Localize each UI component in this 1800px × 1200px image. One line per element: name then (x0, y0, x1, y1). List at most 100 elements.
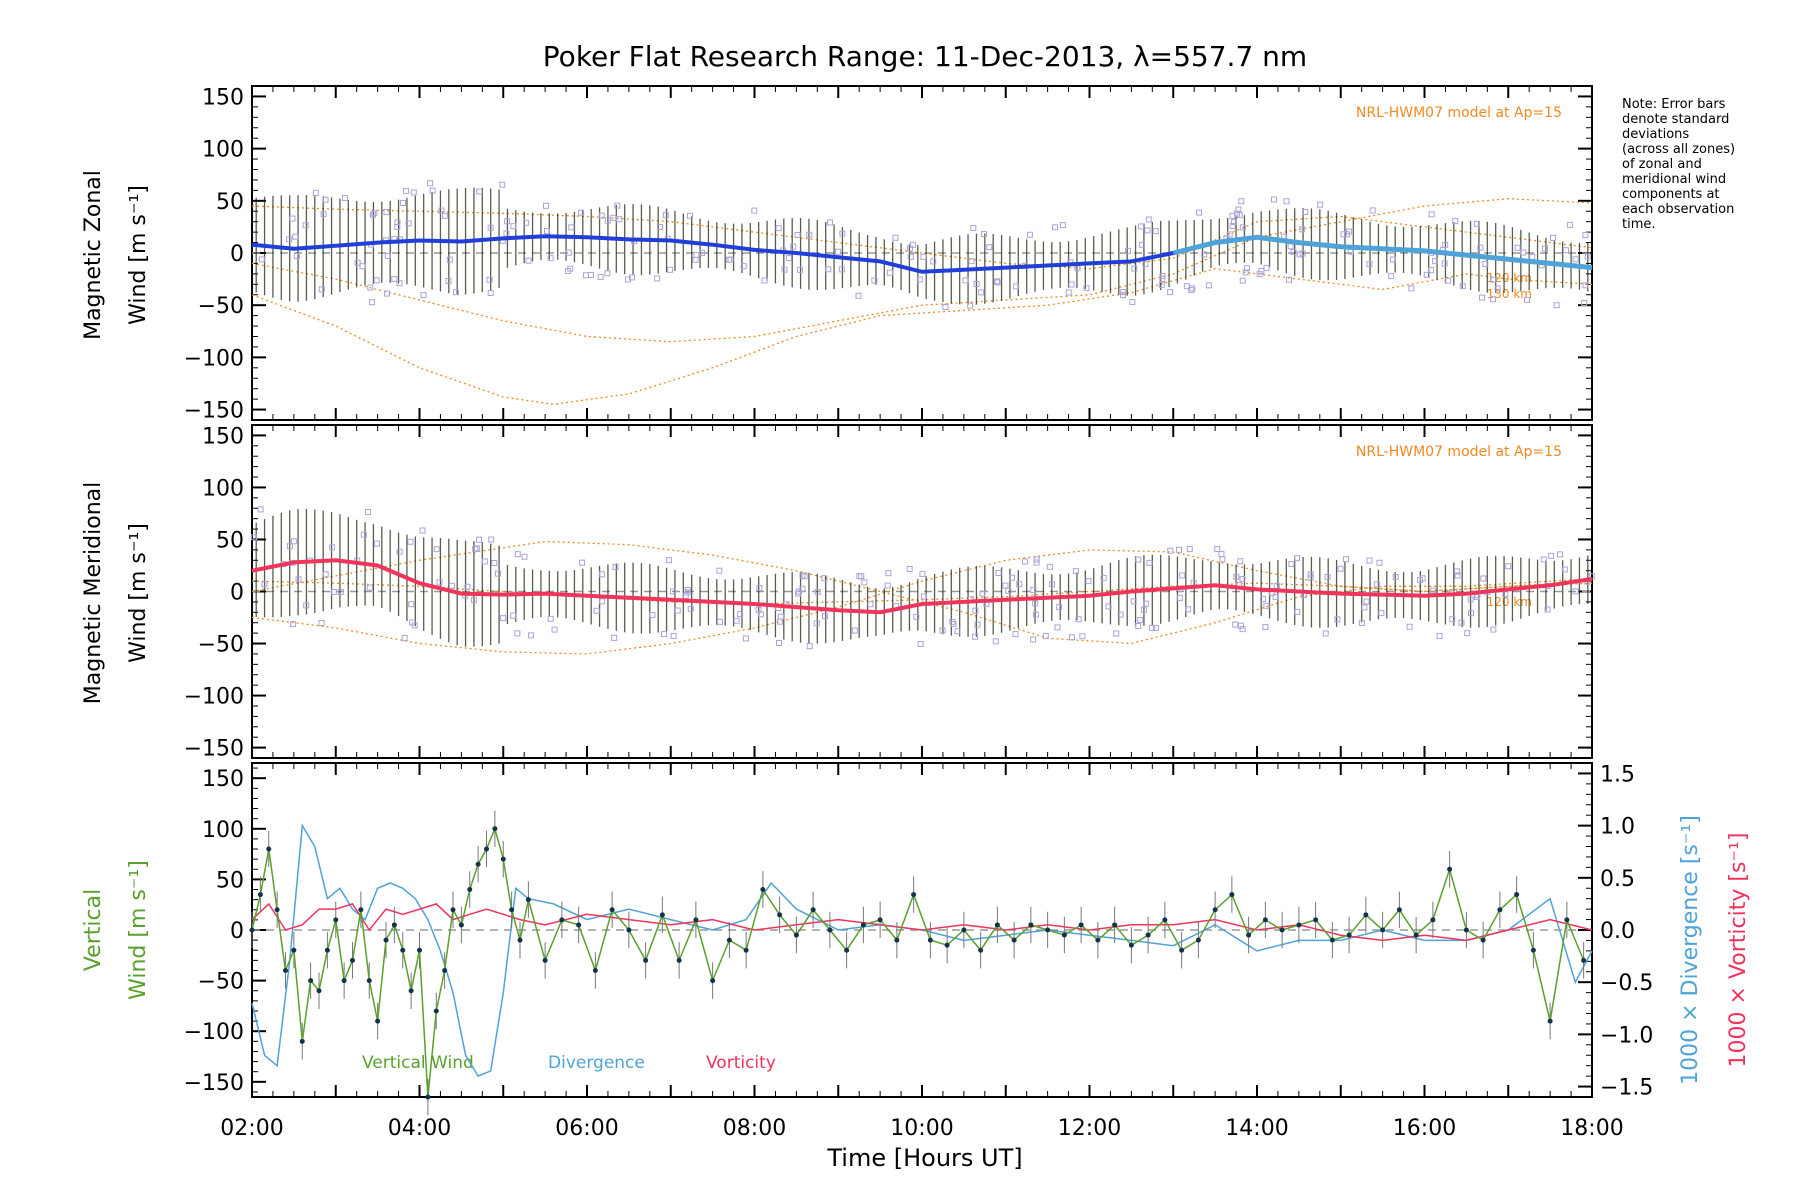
zonal-zone-sample (1159, 276, 1166, 283)
zonal-zone-sample (1290, 249, 1297, 256)
vertical-wind-point (308, 978, 314, 984)
vertical-ytick-label: −100 (184, 1020, 244, 1045)
zonal-zone-sample (790, 243, 797, 250)
zonal-zone-sample (1550, 234, 1557, 241)
meridional-zone-sample (303, 602, 310, 609)
zonal-zone-sample (656, 224, 663, 231)
meridional-zone-sample (737, 611, 744, 618)
meridional-zone-sample (1186, 546, 1193, 553)
zonal-zone-sample (1258, 267, 1265, 274)
zonal-zone-sample (796, 266, 803, 273)
vertical-wind-point (450, 907, 456, 913)
meridional-zone-sample (318, 619, 325, 626)
zonal-ytick-label: −100 (184, 346, 244, 371)
zonal-zone-sample (1239, 224, 1246, 231)
zonal-zone-sample (429, 187, 436, 194)
zonal-zone-sample (293, 253, 300, 260)
zonal-zone-sample (761, 277, 768, 284)
meridional-zone-sample (1288, 561, 1295, 568)
zonal-zone-sample (568, 224, 575, 231)
right-ylabels: 1000 × Divergence [s⁻¹] 1000 × Vorticity… (1678, 815, 1751, 1085)
zonal-ylabel: Magnetic Zonal Wind [m s⁻¹] (81, 170, 151, 340)
zonal-zone-sample (1317, 201, 1324, 208)
meridional-zone-sample (917, 640, 924, 647)
vertical-wind-point (726, 937, 732, 943)
vertical-wind-point (400, 947, 406, 953)
vertical-wind-point (350, 957, 355, 963)
zonal-zone-sample (667, 266, 674, 273)
vertical-wind-point (1497, 907, 1503, 913)
zonal-zone-sample (525, 257, 532, 264)
meridional-zone-sample (547, 615, 554, 622)
meridional-zone-sample (612, 564, 619, 571)
x-tick-label: 12:00 (1058, 1116, 1121, 1141)
zonal-zone-sample (1452, 218, 1459, 225)
meridional-zone-sample (1022, 558, 1029, 565)
meridional-zone-sample (1343, 556, 1350, 563)
zonal-zone-sample (907, 253, 914, 260)
zonal-zone-sample (1131, 265, 1138, 272)
meridional-zone-sample (1480, 575, 1487, 582)
meridional-zone-sample (1322, 630, 1329, 637)
vertical-ytick-label: −150 (184, 1071, 244, 1096)
meridional-zone-sample (858, 573, 865, 580)
zonal-zone-sample (687, 212, 694, 219)
meridional-zone-sample (330, 588, 337, 595)
vertical-wind-point (1179, 947, 1185, 953)
vertical-wind-point (961, 927, 967, 933)
meridional-zone-sample (939, 627, 946, 634)
zonal-zone-sample (1226, 231, 1233, 238)
zonal-model-alt-label: 120 km (1487, 271, 1532, 285)
zonal-zone-sample (1285, 276, 1292, 283)
vertical-ytick-label: 50 (216, 868, 244, 893)
zonal-zone-sample (487, 289, 494, 296)
meridional-zone-sample (1152, 624, 1159, 631)
vertical-wind-point (1262, 917, 1268, 923)
zonal-zone-sample (391, 275, 398, 282)
zonal-zone-sample (1159, 272, 1166, 279)
vertical-wind-point (1279, 927, 1285, 933)
vertical-wind-point (626, 927, 632, 933)
vertical-wind-point (517, 937, 523, 943)
meridional-zone-sample (436, 579, 443, 586)
vorticity-axis-label: 1000 × Vorticity [s⁻¹] (1726, 833, 1751, 1068)
zonal-zone-sample (383, 209, 390, 216)
meridional-zone-sample (1454, 568, 1461, 575)
meridional-zone-sample (1467, 596, 1474, 603)
meridional-zone-sample (1214, 546, 1221, 553)
meridional-zone-sample (1105, 603, 1112, 610)
zonal-zone-sample (629, 274, 636, 281)
meridional-zone-sample (1167, 547, 1174, 554)
meridional-zone-sample (851, 627, 858, 634)
meridional-zone-sample (373, 540, 380, 547)
meridional-zone-sample (755, 606, 762, 613)
zonal-zone-sample (405, 220, 412, 227)
vertical-wind-point (1011, 937, 1017, 943)
vertical-wind-point (1095, 937, 1101, 943)
meridional-zone-sample (972, 607, 979, 614)
zonal-zone-sample (400, 199, 407, 206)
zonal-zone-sample (452, 289, 459, 296)
meridional-zone-sample (1176, 594, 1183, 601)
meridional-zone-sample (1033, 556, 1040, 563)
zonal-zone-sample (504, 218, 511, 225)
meridional-zone-sample (1334, 616, 1341, 623)
zonal-zone-sample (420, 292, 427, 299)
zonal-zone-sample (354, 259, 361, 266)
zonal-zone-sample (1369, 207, 1376, 214)
zonal-zone-sample (427, 180, 434, 187)
vertical-wind-point (860, 922, 866, 928)
zonal-zone-sample (1562, 247, 1569, 254)
zonal-zone-sample (1236, 212, 1243, 219)
meridional-zone-sample (1239, 576, 1246, 583)
zonal-zone-sample (1239, 277, 1246, 284)
meridional-zone-sample (1307, 571, 1314, 578)
vertical-wind-point (442, 967, 448, 973)
meridional-zone-sample (1263, 602, 1270, 609)
meridional-zone-sample (1135, 556, 1142, 563)
zonal-zone-sample (1242, 269, 1249, 276)
meridional-zone-sample (1012, 631, 1019, 638)
note-line: components at (1622, 187, 1720, 202)
meridional-zone-sample (407, 538, 414, 545)
meridional-zone-sample (1561, 566, 1568, 573)
